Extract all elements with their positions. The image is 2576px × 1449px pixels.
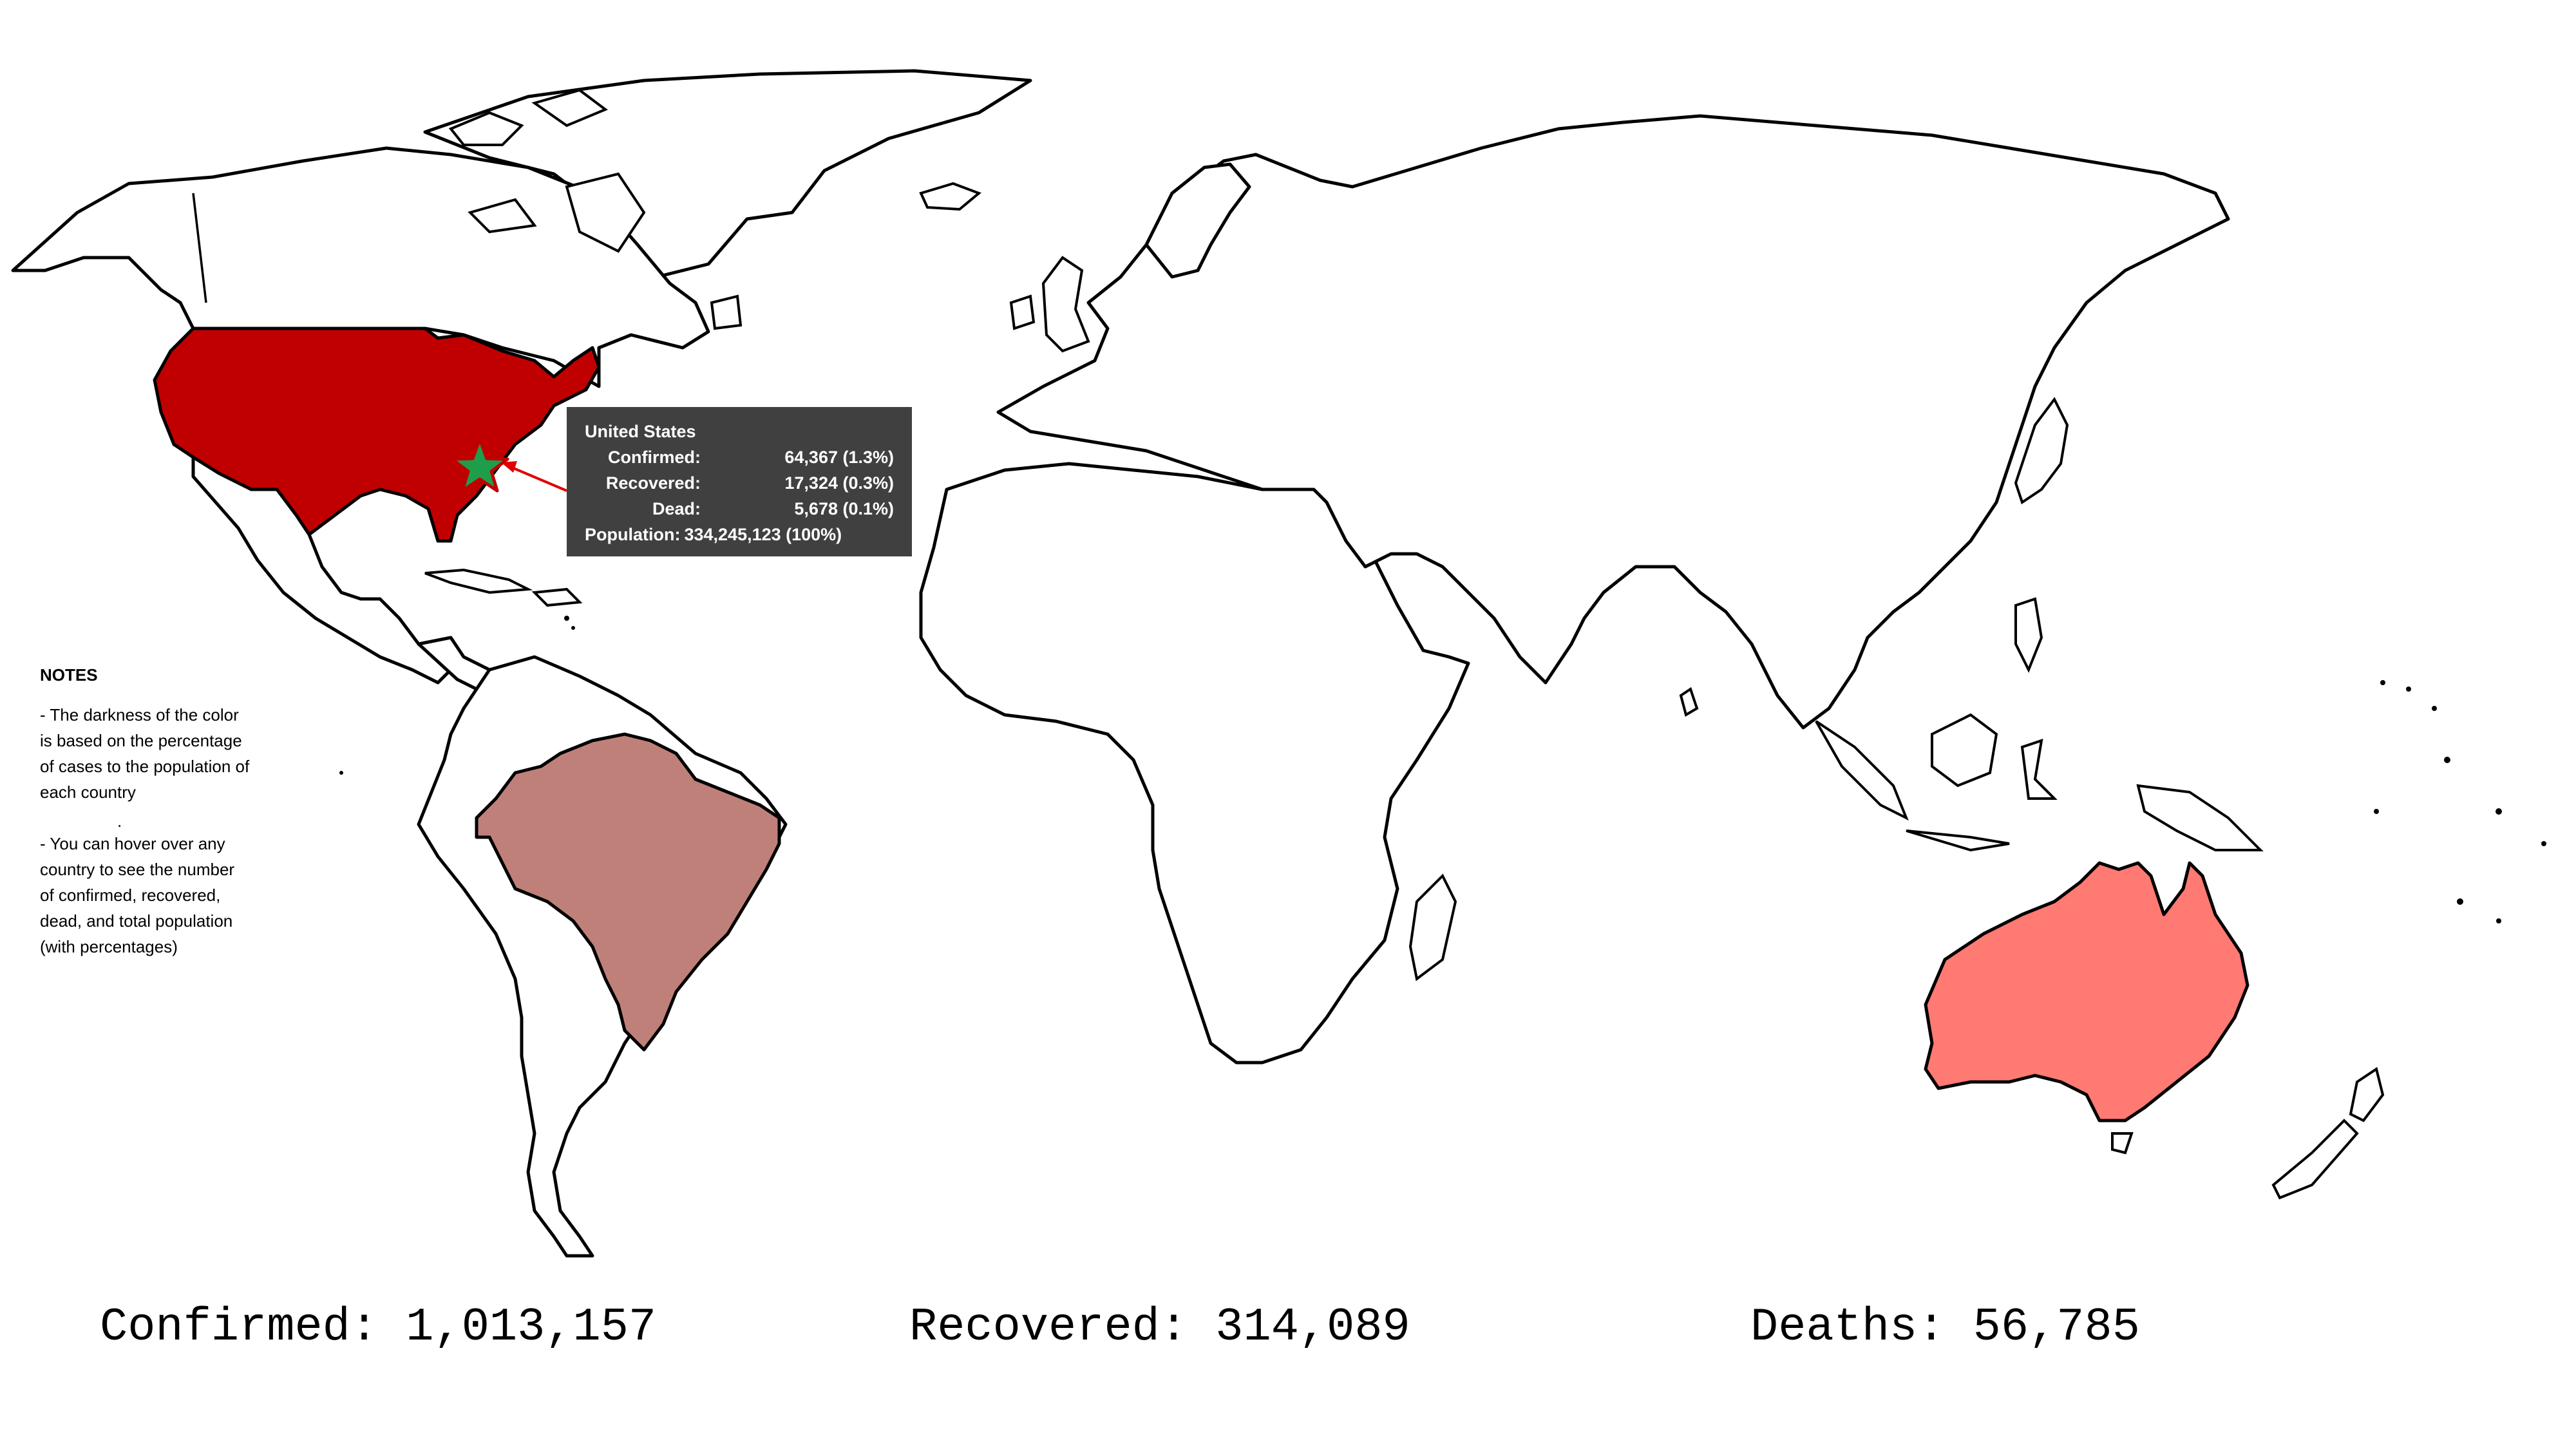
tooltip-country-name: United States bbox=[585, 422, 696, 441]
island-philippines bbox=[2014, 597, 2043, 673]
region-scandinavia[interactable] bbox=[1144, 162, 1251, 279]
island-sumatra bbox=[1815, 720, 1909, 821]
island-arctic-1 bbox=[448, 111, 524, 146]
island-new-zealand-south bbox=[2271, 1119, 2359, 1200]
notes-item-hover: - You can hover over any country to see … bbox=[40, 834, 235, 956]
island-new-guinea bbox=[2136, 784, 2264, 851]
notes-panel: NOTES - The darkness of the color is bas… bbox=[40, 662, 252, 966]
country-canada[interactable] bbox=[11, 146, 710, 388]
tooltip-row-confirmed: Confirmed: 64,367 (1.3%) bbox=[585, 444, 894, 470]
country-australia[interactable] bbox=[1924, 861, 2249, 1122]
island-new-zealand-north bbox=[2349, 1066, 2385, 1122]
notes-item-color: - The darkness of the color is based on … bbox=[40, 705, 250, 802]
tooltip-recovered-value: 17,324 (0.3%) bbox=[784, 473, 894, 493]
island-great-britain bbox=[1041, 256, 1090, 353]
island-hispaniola bbox=[531, 587, 583, 607]
island-sri-lanka bbox=[1679, 687, 1699, 717]
island-sulawesi bbox=[2020, 739, 2058, 800]
total-confirmed: Confirmed: 1,013,157 bbox=[100, 1301, 657, 1354]
island-madagascar bbox=[1408, 873, 1457, 981]
tooltip-row-population: Population: 334,245,123 (100%) bbox=[585, 522, 894, 547]
island-arctic-2 bbox=[531, 88, 608, 128]
tooltip-population-label: Population: bbox=[585, 525, 681, 544]
tooltip-confirmed-label: Confirmed: bbox=[608, 448, 701, 467]
island-java bbox=[1906, 829, 2010, 852]
continent-eurasia[interactable] bbox=[996, 114, 2230, 730]
pacific-islands bbox=[339, 616, 2546, 923]
arrow-icon bbox=[501, 461, 567, 492]
total-deaths: Deaths: 56,785 bbox=[1750, 1301, 2140, 1354]
tooltip-recovered-label: Recovered: bbox=[605, 473, 701, 493]
star-icon[interactable] bbox=[450, 437, 509, 493]
border-alaska bbox=[192, 193, 207, 303]
tooltip-population-value: 334,245,123 (100%) bbox=[684, 525, 842, 544]
tooltip-row-recovered: Recovered: 17,324 (0.3%) bbox=[585, 470, 894, 496]
island-newfoundland bbox=[710, 294, 743, 330]
island-baffin bbox=[565, 172, 646, 253]
tooltip-dead-label: Dead: bbox=[652, 499, 701, 518]
notes-separator: . bbox=[117, 811, 122, 831]
tooltip-row-dead: Dead: 5,678 (0.1%) bbox=[585, 496, 894, 522]
island-ireland bbox=[1009, 294, 1036, 330]
notes-title: NOTES bbox=[40, 665, 98, 685]
island-borneo bbox=[1931, 713, 1998, 788]
island-tasmania bbox=[2111, 1132, 2134, 1155]
island-iceland bbox=[919, 182, 981, 211]
island-cuba bbox=[424, 568, 533, 594]
country-tooltip: United States Confirmed: 64,367 (1.3%) R… bbox=[567, 407, 912, 556]
total-recovered: Recovered: 314,089 bbox=[909, 1301, 1410, 1354]
island-japan bbox=[2014, 397, 2069, 505]
tooltip-dead-value: 5,678 (0.1%) bbox=[794, 499, 894, 518]
country-brazil[interactable] bbox=[475, 732, 781, 1052]
island-arctic-3 bbox=[468, 198, 537, 234]
tooltip-confirmed-value: 64,367 (1.3%) bbox=[784, 448, 894, 467]
